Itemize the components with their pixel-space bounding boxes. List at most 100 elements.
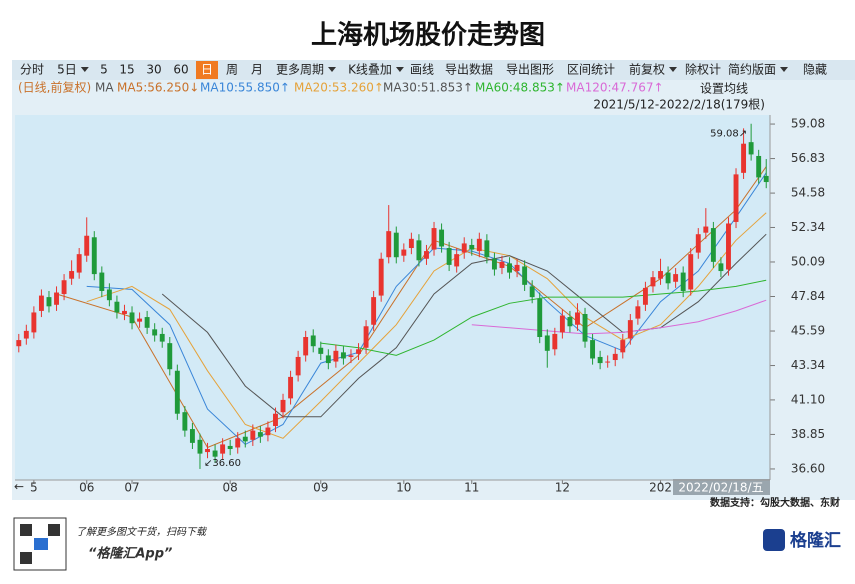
settings-label[interactable]: 设置均线 bbox=[700, 82, 748, 96]
y-tick-label: 36.60 bbox=[791, 461, 825, 475]
candle-body bbox=[23, 330, 29, 339]
candle-body bbox=[733, 174, 739, 222]
candle-body bbox=[424, 251, 429, 259]
candle-body bbox=[680, 272, 686, 291]
toolbar-item[interactable]: 月 bbox=[251, 63, 263, 77]
candle-body bbox=[476, 238, 482, 252]
candle-body bbox=[688, 254, 694, 290]
x-tick-label: 07 bbox=[124, 481, 139, 495]
x-tick-label: 5 bbox=[30, 481, 38, 495]
max-label: 59.08↗ bbox=[710, 129, 747, 140]
toolbar-item[interactable]: 前复权 bbox=[629, 62, 665, 77]
candle-body bbox=[333, 350, 339, 362]
candle-body bbox=[265, 427, 271, 436]
ma-line bbox=[86, 212, 767, 439]
candle-body bbox=[69, 271, 75, 279]
footer-line1: 了解更多图文干货，扫码下载 bbox=[76, 526, 208, 538]
y-tick-label: 38.85 bbox=[791, 427, 825, 441]
candle-body bbox=[401, 249, 407, 256]
toolbar-item[interactable]: 导出图形 bbox=[506, 63, 554, 77]
candle-body bbox=[99, 272, 105, 291]
nav-arrow[interactable]: ← bbox=[14, 480, 24, 494]
candle-body bbox=[235, 438, 241, 448]
toolbar-item[interactable]: 更多周期 bbox=[276, 63, 324, 77]
toolbar-item[interactable]: 画线 bbox=[410, 63, 434, 77]
candle-body bbox=[658, 271, 663, 279]
candle-body bbox=[61, 280, 67, 295]
qr-corner bbox=[48, 524, 60, 536]
legend-entry: MA60:48.853↑ bbox=[475, 81, 565, 95]
candle-body bbox=[182, 412, 188, 431]
toolbar-item[interactable]: 5 bbox=[100, 63, 108, 77]
legend-entry: MA120:47.767↑ bbox=[566, 81, 664, 95]
candle-body bbox=[612, 353, 618, 361]
candle-body bbox=[356, 349, 361, 354]
candle-body bbox=[627, 320, 633, 339]
candle-body bbox=[710, 228, 716, 262]
toolbar-item[interactable]: 简约版面 bbox=[728, 62, 776, 77]
ma-line bbox=[320, 279, 767, 356]
candle-body bbox=[726, 223, 731, 270]
candle-body bbox=[273, 413, 278, 426]
candle-body bbox=[635, 306, 641, 319]
candle-body bbox=[340, 352, 346, 359]
legend-entry: MA20:53.260↑ bbox=[294, 81, 384, 95]
candle-body bbox=[575, 312, 580, 325]
brand-logo bbox=[763, 529, 785, 551]
toolbar-item[interactable]: 周 bbox=[226, 63, 238, 77]
toolbar-item[interactable]: 60 bbox=[173, 63, 188, 77]
plot-area bbox=[15, 115, 770, 480]
qr-corner bbox=[20, 524, 32, 536]
mode-label: (日线,前复权) bbox=[18, 80, 91, 95]
dropdown-arrow bbox=[669, 67, 678, 72]
candle-body bbox=[408, 238, 414, 249]
footer-line2: “格隆汇App” bbox=[88, 546, 172, 562]
toolbar-item[interactable]: 导出数据 bbox=[445, 62, 493, 77]
candle-body bbox=[446, 248, 452, 265]
candle-body bbox=[552, 333, 558, 350]
toolbar-item[interactable]: 隐藏 bbox=[803, 63, 827, 77]
toolbar-item[interactable]: 除权计 bbox=[685, 62, 721, 77]
candle-body bbox=[152, 329, 158, 336]
toolbar-item[interactable]: K线叠加 bbox=[348, 63, 392, 77]
toolbar-item[interactable]: 30 bbox=[146, 63, 161, 77]
candle-body bbox=[106, 289, 112, 301]
y-tick-label: 59.08 bbox=[791, 117, 825, 131]
x-tick-label: 202 bbox=[649, 481, 672, 495]
candle-body bbox=[620, 340, 626, 353]
candle-body bbox=[325, 355, 331, 364]
candle-body bbox=[484, 240, 490, 258]
candle-body bbox=[741, 143, 747, 173]
candle-body bbox=[174, 370, 180, 414]
candle-body bbox=[76, 254, 82, 273]
candle-body bbox=[416, 240, 422, 261]
source: 数据支持：勾股大数据、东财 bbox=[710, 496, 840, 509]
candle-body bbox=[242, 436, 248, 442]
candle-body bbox=[529, 286, 535, 298]
x-tick-label: 08 bbox=[223, 481, 238, 495]
candle-body bbox=[167, 343, 173, 370]
y-tick-label: 54.58 bbox=[791, 186, 825, 200]
candle-body bbox=[122, 310, 127, 314]
candle-body bbox=[257, 432, 263, 437]
legend-entry: MA5:56.250↓ bbox=[117, 81, 199, 95]
cursor-date: 2022/02/18/五 bbox=[678, 481, 763, 495]
toolbar-item[interactable]: 分时 bbox=[20, 63, 44, 77]
toolbar-item[interactable]: 日 bbox=[201, 63, 213, 77]
candle-body bbox=[220, 444, 226, 454]
candle-body bbox=[748, 142, 754, 155]
toolbar-item[interactable]: 区间统计 bbox=[567, 63, 615, 77]
candle-body bbox=[114, 301, 120, 313]
dropdown-arrow bbox=[780, 67, 789, 72]
y-tick-label: 43.34 bbox=[791, 358, 825, 372]
toolbar-item[interactable]: 15 bbox=[119, 63, 134, 77]
toolbar-item[interactable]: 5日 bbox=[57, 63, 77, 77]
candle-body bbox=[189, 429, 195, 443]
candle-body bbox=[431, 228, 437, 250]
candle-body bbox=[363, 326, 369, 348]
candle-body bbox=[205, 449, 210, 453]
cursor-box bbox=[673, 479, 770, 495]
candle-body bbox=[144, 317, 150, 328]
ma-line bbox=[161, 233, 767, 418]
